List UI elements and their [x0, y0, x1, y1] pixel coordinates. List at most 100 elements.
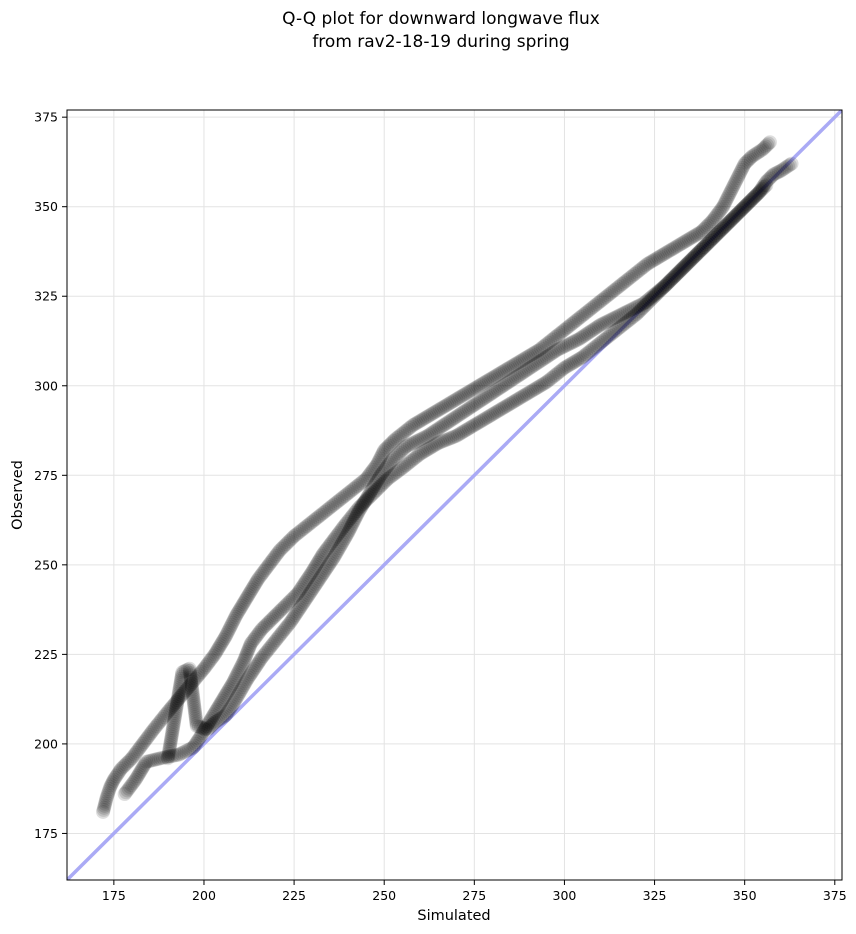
data-point: [196, 661, 211, 676]
data-point: [308, 577, 323, 592]
data-point: [644, 292, 659, 307]
data-point: [687, 249, 702, 264]
data-point: [105, 776, 120, 791]
data-point: [727, 209, 742, 224]
data-point: [556, 340, 571, 355]
data-point: [611, 279, 626, 294]
data-point: [454, 406, 469, 421]
data-point: [333, 491, 348, 506]
data-point: [239, 648, 254, 663]
data-point: [400, 438, 415, 453]
data-point: [179, 743, 194, 758]
data-point: [335, 535, 350, 550]
data-point: [166, 716, 181, 731]
data-point: [761, 136, 776, 151]
data-point: [754, 182, 769, 197]
data-point: [479, 389, 494, 404]
data-point: [409, 416, 424, 431]
data-point: [735, 201, 750, 216]
data-point: [143, 753, 158, 768]
data-point: [499, 362, 514, 377]
data-point: [186, 740, 201, 755]
data-point: [445, 412, 460, 427]
data-point: [165, 723, 180, 738]
reference-line-group: [67, 110, 842, 880]
data-point: [595, 292, 610, 307]
data-point: [289, 588, 304, 603]
data-point: [314, 548, 329, 563]
data-point: [537, 338, 552, 353]
data-point: [543, 334, 558, 349]
data-point: [654, 248, 669, 263]
data-point: [595, 334, 610, 349]
data-point: [400, 422, 415, 437]
data-point: [104, 778, 119, 793]
data-point: [589, 338, 604, 353]
data-point: [465, 399, 480, 414]
data-point: [260, 559, 275, 574]
data-point: [180, 681, 195, 696]
data-point: [668, 268, 683, 283]
data-point: [354, 500, 369, 515]
data-point: [704, 232, 719, 247]
data-point: [200, 717, 215, 732]
data-point: [206, 716, 221, 731]
data-point: [554, 341, 569, 355]
data-point: [562, 318, 577, 333]
data-point: [543, 347, 558, 362]
data-point: [345, 517, 360, 532]
data-point: [343, 521, 358, 536]
data-point: [622, 312, 637, 327]
data-point: [195, 663, 210, 678]
data-point: [461, 384, 476, 399]
data-point: [632, 304, 647, 319]
data-point: [739, 155, 754, 170]
data-point: [425, 425, 440, 440]
data-point: [232, 602, 247, 617]
data-point: [707, 210, 722, 225]
data-point: [573, 331, 588, 346]
data-point: [434, 400, 449, 415]
data-point: [577, 348, 592, 363]
data-point: [393, 428, 408, 443]
data-point: [306, 563, 321, 578]
data-point: [300, 590, 315, 605]
data-point: [721, 216, 736, 231]
data-point: [735, 202, 750, 217]
data-point: [353, 502, 368, 517]
data-point: [525, 383, 539, 398]
data-point: [288, 527, 303, 542]
data-point: [130, 744, 145, 759]
data-point: [373, 468, 388, 483]
data-point: [512, 354, 527, 369]
data-point: [530, 356, 545, 371]
data-point: [279, 597, 294, 612]
data-point: [613, 320, 628, 335]
data-point: [487, 369, 502, 384]
data-point: [478, 390, 493, 405]
data-point: [174, 671, 189, 686]
data-point: [727, 209, 742, 224]
data-point: [97, 798, 112, 813]
data-point: [294, 523, 309, 538]
data-point: [697, 221, 712, 236]
data-point: [271, 629, 286, 644]
data-point: [340, 514, 355, 529]
data-point: [277, 622, 292, 637]
data-point: [326, 532, 341, 547]
data-point: [216, 709, 231, 724]
data-point: [695, 241, 710, 256]
data-point: [193, 729, 208, 744]
data-point: [163, 701, 178, 716]
data-point: [203, 719, 218, 734]
data-point: [188, 671, 203, 686]
data-point: [469, 417, 484, 432]
data-point: [724, 183, 739, 198]
data-point: [294, 581, 309, 596]
data-point: [573, 351, 588, 366]
data-point: [370, 457, 384, 472]
data-point: [605, 312, 620, 327]
data-point: [704, 232, 719, 247]
data-point: [344, 519, 359, 534]
data-point: [483, 371, 498, 386]
